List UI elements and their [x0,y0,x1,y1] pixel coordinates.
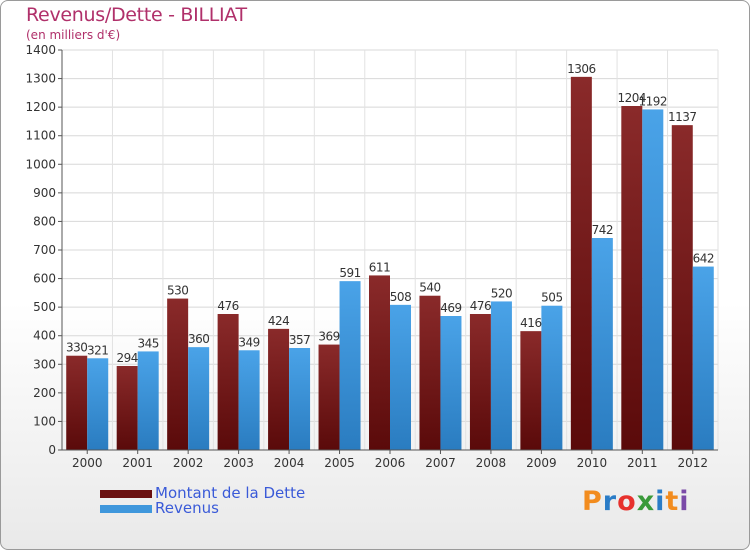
data-label-revenus: 742 [592,223,613,237]
bar-revenus [591,238,613,450]
data-label-dette: 369 [318,330,339,344]
data-label-dette: 1204 [618,91,647,105]
brand-letter: i [655,486,666,517]
bar-dette [469,314,491,450]
data-label-revenus: 520 [491,286,512,300]
chart-subtitle: (en milliers d'€) [26,28,121,42]
data-label-dette: 540 [419,281,440,295]
bar-dette [369,275,390,450]
bar-revenus [692,266,714,450]
x-tick-label: 2007 [425,456,456,470]
brand-letter: x [636,486,656,517]
y-tick-label: 700 [33,243,56,257]
x-tick-label: 2011 [627,456,658,470]
bar-revenus [541,305,563,450]
data-label-revenus: 321 [87,343,108,357]
bar-dette [419,295,441,450]
x-tick-label: 2002 [173,456,204,470]
y-tick-label: 300 [33,357,56,371]
data-label-revenus: 505 [541,291,562,305]
data-label-dette: 530 [167,284,188,298]
bar-dette [217,314,239,450]
chart-title: Revenus/Dette - BILLIAT [26,4,247,26]
brand-letter: P [582,486,603,517]
legend: Montant de la Dette Revenus [100,486,305,516]
legend-item-dette: Montant de la Dette [100,486,305,501]
bar-dette [520,331,542,450]
brand-letter: i [679,486,690,517]
y-tick-label: 0 [48,443,56,457]
y-tick-label: 800 [33,214,56,228]
x-tick-label: 2004 [274,456,305,470]
x-tick-label: 2006 [375,456,406,470]
data-label-revenus: 508 [390,290,411,304]
x-tick-label: 2003 [223,456,254,470]
bar-dette [116,366,138,450]
y-tick-label: 1300 [25,72,56,86]
y-tick-label: 500 [33,300,56,314]
data-label-dette: 1306 [567,62,596,76]
legend-swatch-revenus [100,504,152,513]
bar-revenus [238,350,260,450]
y-tick-label: 600 [33,272,56,286]
y-tick-label: 1400 [25,43,56,57]
data-label-revenus: 469 [440,301,461,315]
data-label-dette: 330 [66,341,87,355]
data-label-dette: 294 [116,351,137,365]
data-label-revenus: 360 [188,332,209,346]
y-tick-label: 1000 [25,157,56,171]
y-tick-label: 100 [33,414,56,428]
legend-item-revenus: Revenus [100,501,305,516]
bar-dette [268,328,290,450]
data-label-dette: 476 [470,299,491,313]
bar-revenus [137,351,159,450]
bar-revenus [490,301,512,450]
bar-revenus [339,281,361,450]
data-label-revenus: 591 [339,266,360,280]
y-tick-label: 1200 [25,100,56,114]
data-label-dette: 476 [217,299,238,313]
x-tick-label: 2012 [677,456,708,470]
data-label-dette: 611 [369,260,390,274]
bar-dette [570,76,592,450]
brand-letter: t [665,486,680,517]
data-label-revenus: 642 [693,252,714,266]
x-tick-label: 2005 [324,456,355,470]
data-label-revenus: 1192 [639,94,668,108]
x-tick-label: 2001 [122,456,153,470]
x-tick-label: 2008 [476,456,507,470]
data-label-revenus: 349 [238,335,259,349]
x-tick-label: 2000 [72,456,103,470]
bar-dette [167,298,189,450]
legend-label-revenus: Revenus [155,499,219,517]
bar-dette [621,106,643,450]
bar-revenus [390,304,411,450]
data-label-dette: 424 [268,314,289,328]
data-label-revenus: 357 [289,333,310,347]
y-tick-label: 400 [33,329,56,343]
brand-letter: o [617,486,637,517]
data-label-revenus: 345 [137,336,158,350]
x-tick-label: 2010 [577,456,608,470]
y-tick-label: 200 [33,386,56,400]
bar-dette [318,344,340,450]
bar-revenus [289,348,311,450]
legend-label-dette: Montant de la Dette [155,484,306,502]
y-tick-label: 1100 [25,129,56,143]
bar-revenus [440,316,462,450]
bar-dette [671,125,693,451]
brand-letter: r [602,486,618,517]
legend-swatch-dette [100,489,152,498]
data-label-dette: 1137 [668,110,697,124]
bar-dette [66,355,88,450]
bar-revenus [87,358,109,450]
data-label-dette: 416 [520,316,541,330]
y-tick-label: 900 [33,186,56,200]
bar-revenus [642,109,664,450]
brand-logo: Proxiti [582,486,690,517]
bar-revenus [188,347,210,450]
x-tick-label: 2009 [526,456,557,470]
